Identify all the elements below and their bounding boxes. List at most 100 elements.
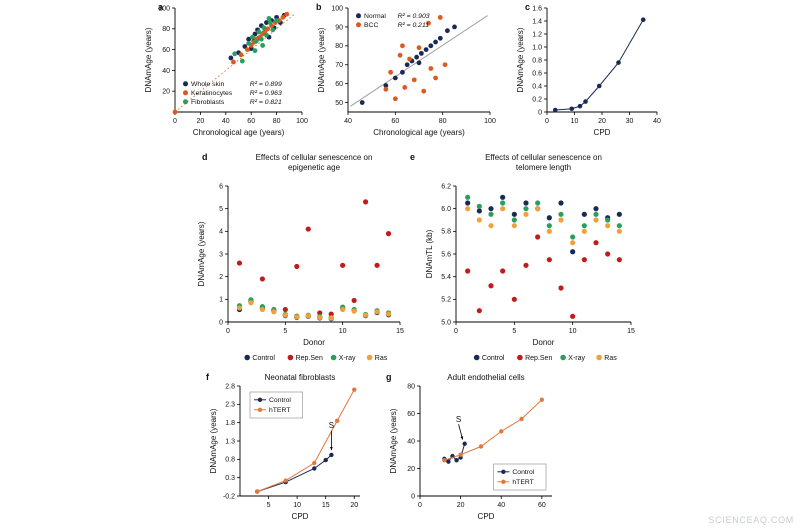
data-point [416, 60, 422, 66]
svg-text:Ras: Ras [375, 355, 388, 362]
svg-text:0: 0 [219, 319, 223, 326]
data-point [312, 466, 317, 471]
data-point [264, 32, 269, 38]
data-point [283, 478, 288, 483]
data-point [465, 194, 471, 200]
data-point [519, 416, 524, 422]
data-point [605, 223, 611, 229]
data-point [305, 226, 311, 232]
data-point [558, 285, 564, 291]
legend-dot [330, 354, 337, 361]
svg-text:Control: Control [269, 397, 291, 404]
svg-text:0.8: 0.8 [532, 57, 542, 64]
data-point [465, 268, 471, 274]
data-point [418, 50, 424, 56]
data-point [465, 206, 471, 212]
data-point [416, 45, 422, 51]
data-point [294, 263, 300, 270]
data-point [392, 96, 398, 102]
data-point [421, 88, 427, 94]
panel-label: d [202, 152, 208, 162]
data-point [616, 60, 621, 65]
legend-dot [356, 22, 361, 28]
data-point [433, 75, 438, 81]
svg-text:5.2: 5.2 [441, 297, 451, 304]
svg-text:1.3: 1.3 [225, 438, 235, 445]
svg-text:2.3: 2.3 [225, 402, 235, 409]
annotation-text: S [456, 415, 461, 424]
svg-text:Whole skin: Whole skin [191, 81, 224, 88]
svg-text:5: 5 [267, 502, 271, 509]
data-point [246, 36, 252, 42]
svg-text:0: 0 [173, 118, 177, 125]
data-point [523, 206, 529, 212]
data-point [252, 48, 258, 54]
svg-text:5.4: 5.4 [441, 274, 451, 281]
data-point [385, 231, 392, 237]
svg-text:10: 10 [571, 118, 579, 125]
data-point [570, 240, 576, 246]
data-point [250, 34, 255, 40]
x-axis-label: Chronological age (years) [373, 128, 465, 137]
svg-text:Ras: Ras [604, 355, 617, 362]
legend-box [249, 391, 303, 419]
svg-text:R² = 0.821: R² = 0.821 [250, 99, 282, 106]
data-point [605, 217, 611, 223]
data-point [352, 387, 357, 392]
data-point [383, 83, 389, 88]
data-point [270, 27, 276, 33]
data-point [359, 100, 365, 105]
data-point [385, 311, 392, 317]
data-point [465, 200, 471, 206]
panel-g-line-chart: g Adult endothelial cells 0 20 40 60 0 20 40 60 80… [382, 368, 574, 528]
svg-text:5: 5 [283, 328, 287, 335]
data-point [383, 86, 389, 92]
svg-text:1.8: 1.8 [225, 420, 235, 427]
data-point [232, 51, 238, 57]
svg-text:Control: Control [252, 355, 275, 362]
chart-g-svg: g Adult endothelial cells 0 20 40 60 0 20 40 60 80… [386, 372, 552, 521]
data-point [312, 460, 317, 466]
legend-dot [183, 81, 188, 87]
data-point [261, 25, 267, 31]
data-point [400, 43, 405, 49]
data-point [442, 62, 448, 68]
svg-text:40: 40 [497, 502, 505, 509]
data-point [569, 106, 575, 112]
svg-text:hTERT: hTERT [269, 407, 290, 414]
svg-text:100: 100 [484, 118, 496, 125]
data-point [265, 26, 271, 32]
svg-text:20: 20 [350, 502, 358, 509]
chart-title: Effects of cellular senescence on [485, 153, 602, 162]
y-axis-label: DNAmAge (years) [389, 408, 398, 473]
data-point [445, 28, 450, 34]
svg-text:40: 40 [407, 438, 415, 445]
x-axis-label: Donor [533, 338, 555, 347]
legend-dot [560, 354, 566, 361]
svg-text:60: 60 [247, 118, 255, 125]
data-point [264, 20, 269, 25]
svg-text:4: 4 [219, 229, 223, 236]
svg-text:80: 80 [335, 43, 343, 50]
x-axis-label: CPD [594, 128, 611, 137]
chart-title: Adult endothelial cells [447, 373, 524, 382]
data-point [511, 211, 517, 217]
data-point [329, 452, 334, 458]
data-point [423, 47, 429, 52]
data-point [259, 306, 265, 313]
data-point [437, 15, 443, 20]
chart-title: Neonatal fibroblasts [265, 373, 336, 382]
data-point [593, 217, 599, 223]
chart-title: telomere length [516, 163, 571, 172]
svg-text:80: 80 [439, 118, 447, 125]
series-line [555, 19, 644, 111]
svg-text:Rep.Sen: Rep.Sen [296, 355, 323, 362]
data-point [500, 194, 506, 200]
data-point [414, 54, 420, 60]
svg-text:80: 80 [407, 383, 415, 390]
svg-text:5.6: 5.6 [441, 251, 451, 258]
chart-f-svg: f Neonatal fibroblasts 5 10 15 20 -0.2 0.3 0.8 1.… [206, 372, 360, 521]
data-point [539, 397, 545, 402]
data-point [523, 211, 529, 217]
data-point [236, 305, 243, 311]
